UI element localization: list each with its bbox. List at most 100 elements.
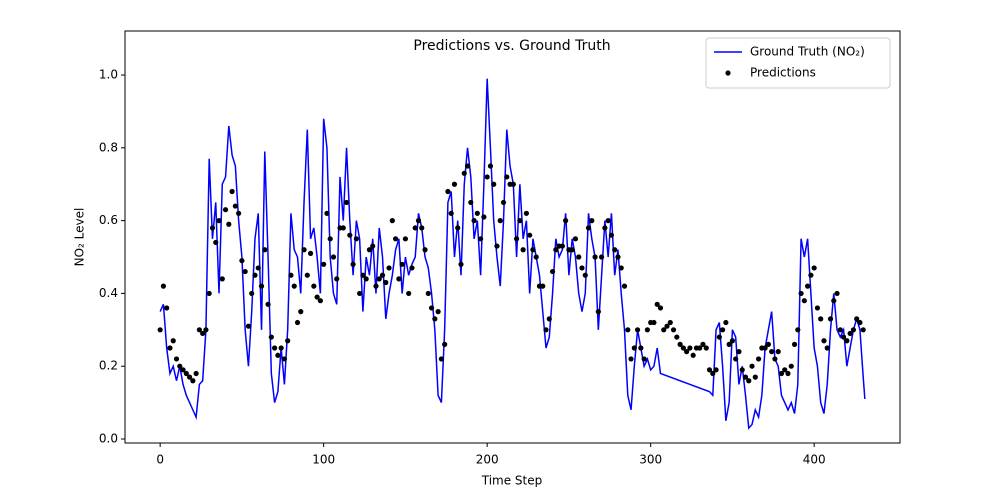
prediction-point — [595, 309, 601, 315]
ground-truth-line — [159, 78, 866, 430]
prediction-point — [644, 327, 650, 333]
x-tick-label: 100 — [312, 453, 335, 467]
prediction-point — [847, 330, 853, 337]
prediction-point — [272, 345, 278, 351]
prediction-point — [500, 199, 507, 206]
prediction-point — [837, 327, 843, 333]
y-tick-label: 0.4 — [99, 286, 118, 300]
prediction-point — [428, 305, 435, 311]
prediction-point — [752, 374, 758, 380]
y-tick-label: 0.0 — [99, 431, 118, 445]
prediction-point — [795, 327, 801, 333]
plot-area — [157, 78, 866, 430]
prediction-point — [818, 316, 824, 322]
prediction-point — [733, 356, 739, 362]
prediction-point — [824, 345, 830, 351]
prediction-point — [680, 345, 686, 351]
prediction-point — [206, 290, 212, 297]
prediction-point — [376, 276, 382, 282]
prediction-point — [834, 290, 840, 297]
prediction-point — [412, 225, 418, 231]
prediction-point — [438, 356, 444, 362]
prediction-point — [608, 232, 615, 238]
prediction-point — [445, 188, 451, 195]
prediction-point — [569, 247, 575, 253]
prediction-point — [200, 330, 206, 337]
prediction-point — [435, 309, 441, 315]
x-tick-label: 400 — [803, 453, 826, 467]
prediction-point — [324, 210, 330, 216]
prediction-point — [288, 272, 294, 278]
prediction-point — [661, 327, 667, 333]
prediction-point — [625, 327, 631, 333]
prediction-point — [321, 261, 327, 267]
prediction-point — [422, 247, 428, 253]
prediction-point — [553, 247, 559, 253]
prediction-point — [226, 221, 232, 227]
prediction-point — [602, 225, 608, 231]
prediction-point — [674, 334, 680, 340]
legend-swatch — [725, 70, 731, 76]
prediction-point — [343, 199, 350, 206]
prediction-point — [618, 265, 624, 271]
prediction-point — [474, 210, 480, 216]
legend-label: Predictions — [750, 66, 816, 80]
prediction-point — [383, 279, 389, 286]
prediction-point — [357, 290, 363, 297]
prediction-point — [327, 236, 333, 242]
prediction-point — [213, 239, 219, 246]
prediction-point — [769, 349, 775, 355]
prediction-point — [749, 363, 755, 369]
prediction-point — [615, 254, 621, 260]
prediction-point — [399, 261, 405, 267]
prediction-point — [455, 225, 461, 231]
prediction-point — [363, 276, 369, 282]
prediction-point — [546, 316, 552, 322]
prediction-point — [294, 319, 301, 326]
prediction-point — [245, 323, 252, 329]
prediction-point — [442, 341, 448, 347]
prediction-point — [517, 218, 523, 224]
prediction-point — [487, 163, 494, 169]
prediction-point — [720, 327, 726, 333]
prediction-point — [559, 243, 565, 249]
prediction-point — [840, 334, 847, 340]
prediction-point — [513, 236, 520, 242]
y-tick-label: 0.2 — [99, 359, 118, 373]
prediction-point — [788, 363, 794, 369]
prediction-point — [304, 272, 310, 278]
prediction-point — [268, 334, 274, 340]
prediction-point — [311, 283, 317, 289]
prediction-point — [540, 283, 546, 289]
prediction-point — [667, 319, 673, 326]
prediction-point — [167, 345, 173, 351]
prediction-point — [791, 341, 798, 347]
prediction-point — [281, 356, 288, 362]
prediction-point — [170, 338, 176, 344]
prediction-point — [314, 294, 320, 300]
prediction-point — [533, 254, 539, 260]
prediction-point — [631, 345, 637, 351]
prediction-point — [471, 218, 477, 224]
prediction-point — [798, 290, 804, 297]
prediction-point — [520, 247, 526, 253]
prediction-point — [599, 254, 605, 260]
prediction-point — [379, 272, 386, 278]
prediction-point — [478, 236, 484, 242]
prediction-point — [805, 283, 811, 289]
prediction-point — [563, 218, 569, 224]
x-axis-label: Time Step — [481, 474, 543, 488]
prediction-point — [638, 345, 644, 351]
prediction-point — [255, 265, 261, 271]
prediction-point — [579, 265, 585, 271]
prediction-point — [549, 268, 556, 275]
prediction-point — [494, 243, 500, 249]
prediction-point — [530, 247, 536, 253]
prediction-point — [857, 319, 863, 326]
prediction-point — [396, 276, 402, 282]
prediction-point — [801, 298, 807, 304]
prediction-point — [419, 225, 425, 231]
legend-box — [705, 37, 891, 89]
prediction-point — [808, 272, 814, 278]
